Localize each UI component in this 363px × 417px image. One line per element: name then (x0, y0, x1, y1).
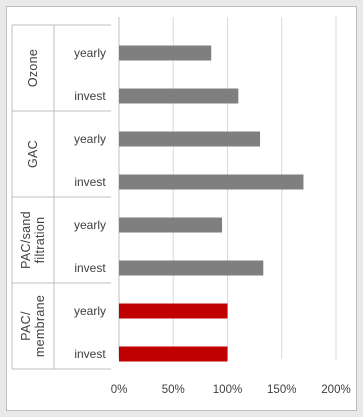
group-label: PAC/sandfiltration (19, 211, 47, 269)
group-label-line: GAC (26, 140, 40, 168)
x-tick-label-150: 150% (267, 384, 296, 396)
bar-pac-membrane-invest (119, 346, 228, 362)
row-label-yearly: yearly (74, 132, 106, 146)
group-label-line: PAC/sand (19, 211, 33, 269)
row-label-invest: invest (74, 89, 106, 103)
row-label-invest: invest (74, 175, 106, 189)
x-tick-label-50: 50% (162, 384, 185, 396)
bar-ozone-invest (119, 88, 239, 104)
x-tick-label-0: 0% (111, 384, 128, 396)
row-label-invest: invest (74, 261, 106, 275)
bar-ozone-yearly (119, 45, 212, 61)
chart-frame: yearly invest Ozone yearly invest GAC yearly in… (6, 6, 357, 411)
group-label-line: Ozone (26, 49, 40, 87)
bar-chart: yearly invest Ozone yearly invest GAC yearly in… (11, 17, 351, 396)
group-label-line: filtration (33, 217, 47, 264)
bar-gac-invest (119, 174, 304, 190)
group-label: GAC (26, 140, 40, 168)
x-tick-label-100: 100% (213, 384, 242, 396)
group-label: Ozone (26, 49, 40, 87)
group-label-line: PAC/ (19, 311, 33, 341)
x-tick-label-200: 200% (321, 384, 350, 396)
row-label-yearly: yearly (74, 218, 106, 232)
row-label-yearly: yearly (74, 304, 106, 318)
group-label-line: membrane (33, 295, 47, 357)
row-label-yearly: yearly (74, 46, 106, 60)
bar-pac-sand-filtration-yearly (119, 217, 223, 233)
bar-pac-sand-filtration-invest (119, 260, 264, 276)
bar-pac-membrane-yearly (119, 303, 228, 319)
row-label-invest: invest (74, 347, 106, 361)
group-label: PAC/membrane (19, 295, 47, 357)
bar-gac-yearly (119, 131, 261, 147)
